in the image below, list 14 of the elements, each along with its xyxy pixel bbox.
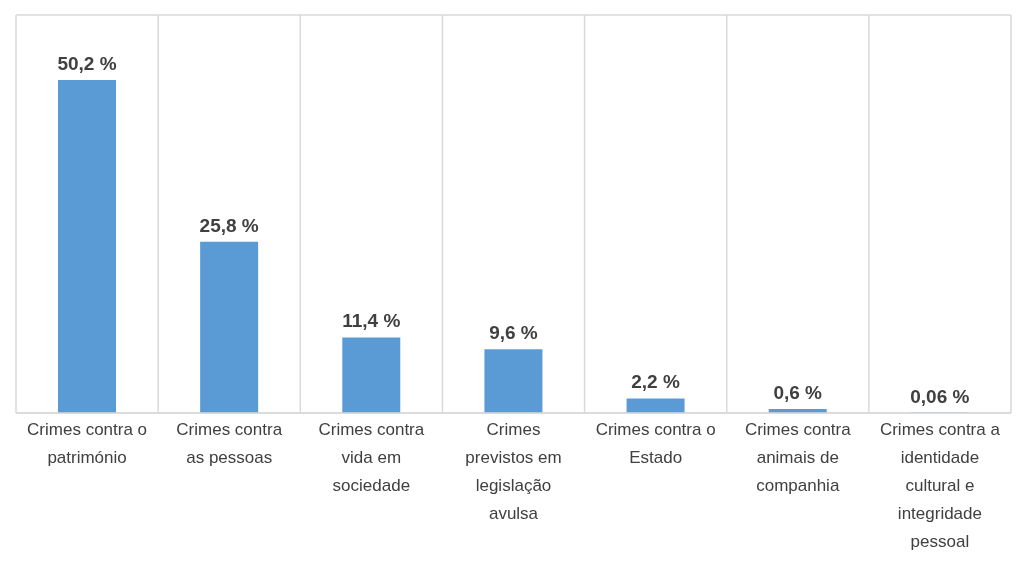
x-tick-label: Crimes contra a identidade cultural e integridade pessoal xyxy=(879,420,1001,551)
data-label: 9,6 % xyxy=(489,322,538,344)
x-tick-label: Crimes contra o património xyxy=(27,420,148,467)
x-tick-label: Crimes previstos em legislação avulsa xyxy=(465,420,562,523)
data-label: 2,2 % xyxy=(631,371,680,393)
data-label: 25,8 % xyxy=(199,214,259,236)
data-label: 0,06 % xyxy=(910,385,970,407)
x-tick-label: Crimes contra as pessoas xyxy=(176,420,283,467)
x-tick-label: Crimes contra o Estado xyxy=(595,420,716,467)
x-tick-label: Crimes contra animais de companhia xyxy=(744,420,852,495)
x-tick-label: Crimes contra vida em sociedade xyxy=(318,420,425,495)
data-label: 0,6 % xyxy=(773,382,823,404)
data-label: 11,4 % xyxy=(342,310,401,332)
data-label: 50,2 % xyxy=(57,53,117,75)
